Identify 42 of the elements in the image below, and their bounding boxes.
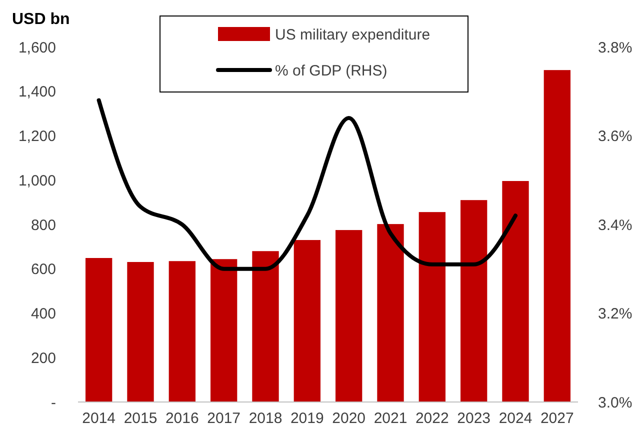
- y2-tick-label: 3.0%: [598, 394, 632, 412]
- y-tick-label: 1,400: [18, 84, 56, 101]
- bar: [210, 259, 238, 402]
- bar: [294, 240, 320, 402]
- y-tick-label: 400: [30, 306, 56, 322]
- x-tick-label: 2015: [124, 410, 158, 427]
- legend-label: % of GDP (RHS): [275, 62, 388, 80]
- x-tick-label: 2022: [415, 410, 449, 427]
- x-tick-label: 2021: [374, 410, 408, 427]
- y-tick-label: 1,600: [18, 39, 56, 56]
- y-tick-label: 800: [30, 216, 56, 234]
- x-tick-label: 2023: [457, 410, 491, 427]
- x-tick-label: 2016: [165, 410, 199, 427]
- bar: [460, 200, 488, 402]
- bar: [502, 181, 529, 402]
- x-tick-label: 2024: [498, 410, 532, 427]
- x-tick-label: 2014: [82, 410, 116, 427]
- y2-tick-label: 3.2%: [598, 306, 632, 322]
- x-tick-label: 2020: [332, 410, 366, 427]
- y-axis-title: USD bn: [12, 11, 70, 28]
- y-tick-label: 600: [30, 261, 56, 278]
- y-tick-label: -: [51, 394, 56, 412]
- bar: [86, 258, 112, 402]
- x-tick-label: 2019: [290, 410, 324, 427]
- x-tick-label: 2027: [540, 410, 574, 427]
- bar: [377, 224, 404, 402]
- y-tick-label: 200: [30, 350, 56, 367]
- y-tick-label: 1,000: [18, 172, 56, 190]
- line-series: [96, 98, 518, 271]
- y2-tick-label: 3.8%: [598, 39, 632, 56]
- bar: [544, 70, 570, 402]
- bar: [127, 262, 154, 402]
- bar: [418, 212, 446, 402]
- bar: [336, 230, 362, 402]
- bar: [252, 251, 279, 402]
- y-tick-label: 1,200: [18, 128, 56, 145]
- legend-label: US military expenditure: [275, 26, 430, 44]
- y2-tick-label: 3.4%: [598, 216, 632, 234]
- y2-tick-label: 3.6%: [598, 128, 632, 145]
- x-tick-label: 2017: [207, 410, 241, 427]
- x-tick-label: 2018: [248, 410, 282, 427]
- bar: [168, 261, 196, 402]
